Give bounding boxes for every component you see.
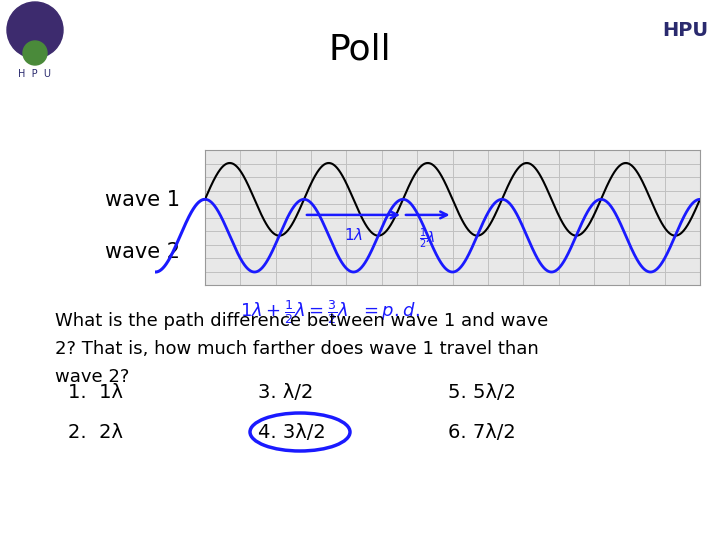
Text: 1.  1λ: 1. 1λ: [68, 382, 123, 402]
Text: Poll: Poll: [329, 33, 391, 67]
Text: $1\lambda+\frac{1}{2}\lambda=\frac{3}{2}\lambda\ \ =p.d.$: $1\lambda+\frac{1}{2}\lambda=\frac{3}{2}…: [240, 298, 420, 326]
Circle shape: [23, 41, 47, 65]
Circle shape: [7, 2, 63, 58]
Text: HPU: HPU: [662, 21, 708, 39]
Text: $\frac{1}{2}\lambda$: $\frac{1}{2}\lambda$: [420, 227, 436, 251]
Text: 4. 3λ/2: 4. 3λ/2: [258, 422, 325, 442]
Text: 6. 7λ/2: 6. 7λ/2: [448, 422, 516, 442]
Text: H  P  U: H P U: [19, 69, 52, 79]
Text: $1\lambda$: $1\lambda$: [344, 227, 363, 243]
Text: 5. 5λ/2: 5. 5λ/2: [448, 382, 516, 402]
Text: wave 1: wave 1: [105, 190, 180, 210]
Text: 3. λ/2: 3. λ/2: [258, 382, 313, 402]
Text: 2.  2λ: 2. 2λ: [68, 422, 123, 442]
Text: wave 2: wave 2: [105, 242, 180, 262]
Text: What is the path difference between wave 1 and wave
2? That is, how much farther: What is the path difference between wave…: [55, 312, 548, 386]
